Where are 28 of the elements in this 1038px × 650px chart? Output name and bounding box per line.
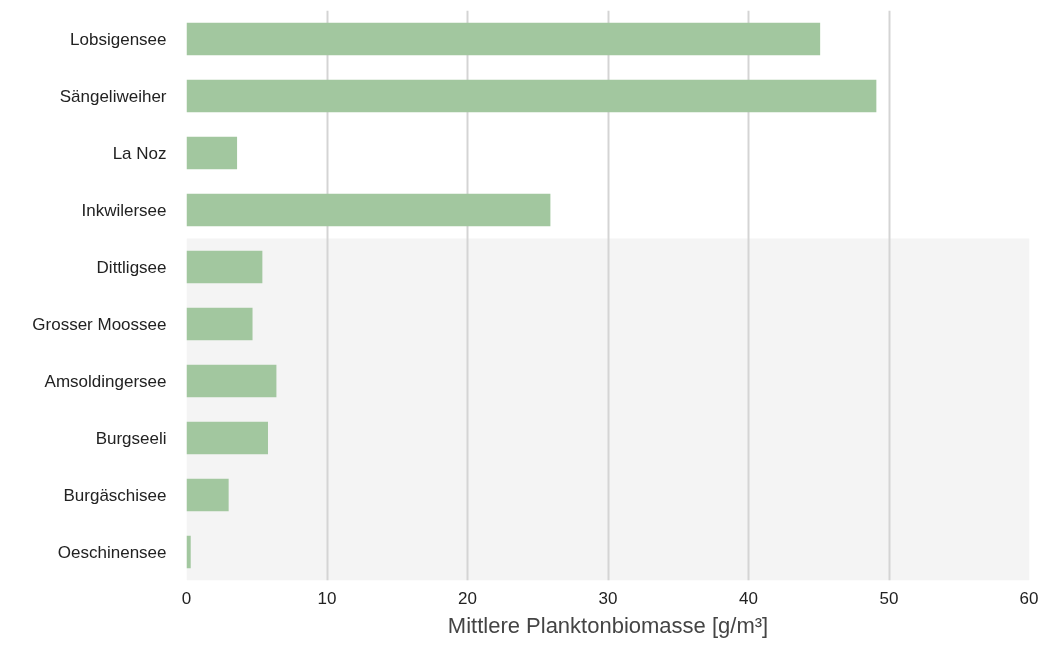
x-tick-label: 40	[739, 588, 758, 608]
y-tick-label: Amsoldingersee	[44, 371, 167, 391]
x-tick-label: 0	[181, 588, 192, 608]
bar	[186, 22, 821, 56]
y-tick-label: La Noz	[112, 143, 167, 163]
x-tick-label: 10	[317, 588, 337, 608]
y-tick-label: Sängeliweiher	[59, 86, 167, 106]
y-tick-label: Burgseeli	[95, 428, 167, 448]
bar	[186, 307, 253, 341]
bar	[186, 136, 238, 170]
bar	[186, 79, 877, 113]
x-axis-title: Mittlere Planktonbiomasse [g/m³]	[447, 612, 769, 638]
y-tick-label: Dittligsee	[96, 257, 167, 277]
y-tick-label: Inkwilersee	[81, 200, 167, 220]
x-tick-label: 20	[458, 588, 477, 608]
y-tick-label: Oeschinensee	[57, 542, 167, 562]
x-tick-label: 50	[879, 588, 899, 608]
bar	[186, 193, 551, 227]
bar	[186, 364, 277, 398]
y-tick-label: Lobsigensee	[70, 29, 167, 49]
x-tick-label: 60	[1019, 588, 1038, 608]
bar	[186, 535, 191, 569]
y-tick-label: Burgäschisee	[63, 485, 167, 505]
bar	[186, 250, 263, 284]
x-tick-label: 30	[598, 588, 618, 608]
y-tick-label: Grosser Moossee	[32, 314, 167, 334]
bar	[186, 478, 229, 512]
bar	[186, 421, 268, 455]
